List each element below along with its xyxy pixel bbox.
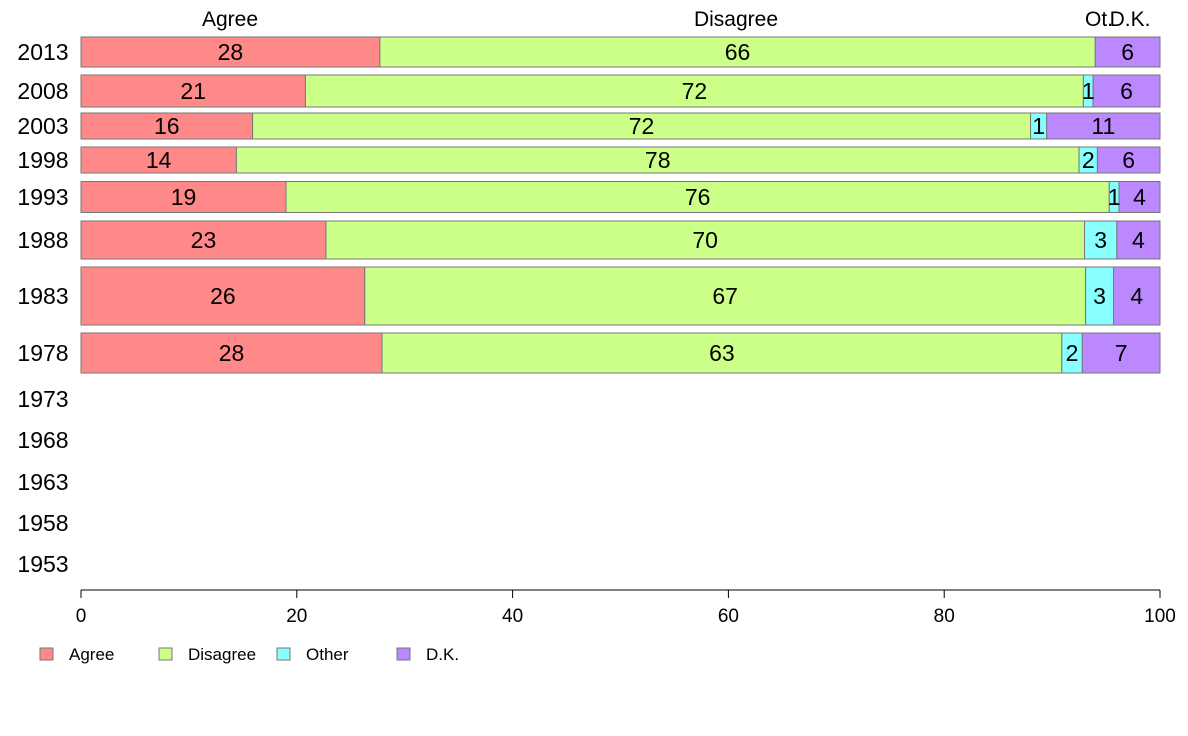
bar-segment <box>80 112 254 140</box>
bar-segment <box>364 266 1087 326</box>
bar-segment <box>1096 146 1161 174</box>
year-label: 1958 <box>17 510 68 536</box>
value-label: 4 <box>1132 227 1145 253</box>
value-label: 3 <box>1094 227 1107 253</box>
year-label: 1978 <box>17 340 68 366</box>
column-header: Disagree <box>694 8 778 31</box>
value-label: 16 <box>154 113 180 139</box>
legend-label: Disagree <box>188 645 256 664</box>
value-label: 21 <box>180 78 206 104</box>
legend: Agree Disagree Other D.K. <box>39 645 459 664</box>
year-label: 2008 <box>17 78 68 104</box>
value-label: 72 <box>682 78 708 104</box>
bar-segment <box>1113 266 1161 326</box>
bar-segment <box>80 266 366 326</box>
bar-segment <box>1085 266 1115 326</box>
year-label: 1983 <box>17 283 68 309</box>
legend-item: D.K. <box>396 645 459 664</box>
value-label: 28 <box>218 39 244 65</box>
value-label: 23 <box>191 227 217 253</box>
x-tick-label: 100 <box>1144 606 1176 627</box>
value-label: 70 <box>692 227 718 253</box>
value-label: 28 <box>219 340 245 366</box>
value-label: 76 <box>685 184 711 210</box>
bar-segment <box>1094 36 1161 68</box>
column-headers: Agree Disagree Ot.D.K. <box>202 8 1150 31</box>
bar-segment <box>1046 112 1161 140</box>
x-tick-label: 20 <box>286 606 307 627</box>
bar-segment <box>1092 74 1161 108</box>
value-label: 2 <box>1082 147 1095 173</box>
year-label: 1973 <box>17 386 68 412</box>
bar-segment <box>285 181 1110 213</box>
year-label: 2013 <box>17 39 68 65</box>
value-label: 1 <box>1032 113 1045 139</box>
bar-segment <box>80 332 383 374</box>
legend-swatch <box>39 647 54 661</box>
bar-segment <box>235 146 1080 174</box>
legend-label: Agree <box>69 645 114 664</box>
bar-segment <box>80 146 237 174</box>
x-tick-label: 0 <box>76 606 87 627</box>
year-label: 1963 <box>17 469 68 495</box>
bar-segment <box>304 74 1084 108</box>
bar-segment <box>1083 220 1118 260</box>
bar-segment <box>379 36 1096 68</box>
value-label: 6 <box>1121 39 1134 65</box>
value-label: 1 <box>1108 184 1121 210</box>
bar-segment <box>381 332 1063 374</box>
bar-segment <box>252 112 1032 140</box>
value-label: 7 <box>1115 340 1128 366</box>
value-label: 26 <box>210 283 236 309</box>
legend-swatch <box>158 647 173 661</box>
year-label: 2003 <box>17 113 68 139</box>
year-label: 1988 <box>17 227 68 253</box>
legend-label: D.K. <box>426 645 459 664</box>
value-label: 4 <box>1130 283 1143 309</box>
value-label: 6 <box>1122 147 1135 173</box>
legend-label: Other <box>306 645 349 664</box>
value-label: 6 <box>1120 78 1133 104</box>
value-label: 4 <box>1133 184 1146 210</box>
value-label: 67 <box>712 283 738 309</box>
bars <box>80 36 1161 374</box>
x-axis: 0 20 40 60 80 100 <box>76 589 1176 627</box>
value-label: 72 <box>629 113 655 139</box>
year-label: 1993 <box>17 184 68 210</box>
x-tick-label: 60 <box>718 606 739 627</box>
legend-item: Disagree <box>158 645 256 664</box>
legend-item: Agree <box>39 645 114 664</box>
legend-swatch <box>396 647 411 661</box>
column-header: Ot. <box>1085 8 1113 31</box>
legend-item: Other <box>276 645 349 664</box>
value-label: 14 <box>146 147 172 173</box>
column-header: Agree <box>202 8 258 31</box>
bar-segment <box>1118 181 1161 213</box>
year-labels: 2013 2008 2003 1998 1993 1988 1983 1978 1973 1968… <box>17 39 68 577</box>
value-label: 2 <box>1066 340 1079 366</box>
year-label: 1998 <box>17 147 68 173</box>
column-header: D.K. <box>1110 8 1151 31</box>
year-label: 1953 <box>17 551 68 577</box>
value-label: 19 <box>171 184 197 210</box>
bar-segment <box>80 220 327 260</box>
value-label: 78 <box>645 147 671 173</box>
bar-segment <box>325 220 1085 260</box>
x-tick-label: 40 <box>502 606 523 627</box>
bar-segment <box>1081 332 1161 374</box>
year-label: 1968 <box>17 427 68 453</box>
value-label: 11 <box>1091 113 1115 139</box>
value-label: 3 <box>1093 283 1106 309</box>
value-label: 1 <box>1082 78 1095 104</box>
x-tick-label: 80 <box>934 606 955 627</box>
value-label: 63 <box>709 340 735 366</box>
legend-swatch <box>276 647 291 661</box>
bar-segment <box>1116 220 1161 260</box>
value-label: 66 <box>725 39 751 65</box>
